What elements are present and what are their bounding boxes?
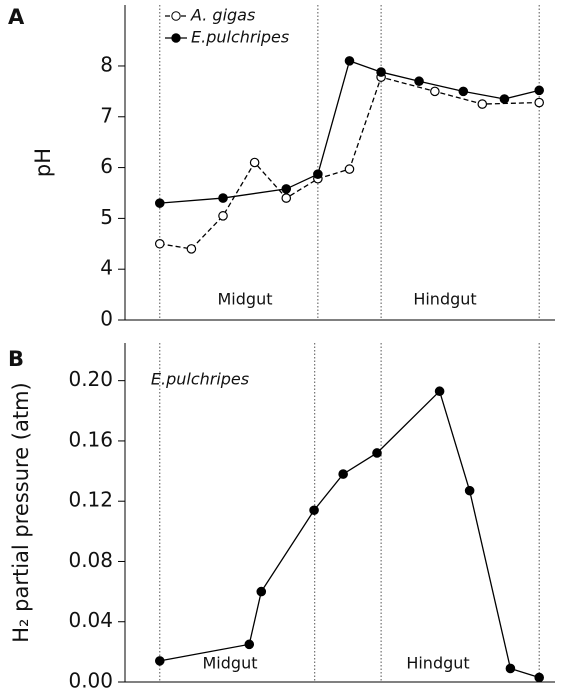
region-label: Hindgut: [413, 290, 476, 309]
data-point: [338, 469, 348, 479]
region-label: Hindgut: [406, 654, 469, 673]
data-point: [154, 198, 165, 208]
legend-label: A. gigas: [190, 6, 255, 25]
y-tick-label: 0.04: [68, 608, 113, 632]
series-line: [159, 60, 540, 204]
y-tick-label: 0.16: [68, 427, 113, 451]
data-point: [186, 244, 197, 254]
legend-marker: [171, 33, 181, 43]
data-point: [249, 157, 260, 168]
data-point: [309, 505, 319, 516]
data-point: [281, 184, 292, 194]
data-point: [154, 238, 165, 249]
y-tick-label: 5: [100, 205, 113, 229]
panel-label: B: [8, 347, 24, 371]
data-point: [414, 76, 424, 87]
data-point: [505, 663, 516, 674]
series-line: [159, 389, 540, 679]
y-tick-label: 0.08: [68, 548, 113, 572]
data-point: [430, 86, 440, 97]
data-point: [244, 639, 255, 650]
y-tick-label: 0: [100, 307, 113, 331]
y-tick-label: 6: [100, 154, 113, 178]
legend-label: E.pulchripes: [191, 28, 289, 47]
data-point: [218, 211, 228, 221]
region-label: Midgut: [203, 654, 258, 673]
data-point: [534, 97, 544, 108]
data-point: [434, 386, 445, 397]
y-tick-label: 0.12: [68, 488, 113, 512]
data-point: [256, 586, 267, 597]
data-point: [218, 193, 228, 203]
data-point: [344, 56, 355, 66]
data-point: [477, 99, 488, 109]
y-tick-label: 0.20: [68, 367, 113, 391]
panel-label: A: [8, 5, 25, 29]
data-point: [464, 485, 475, 496]
data-point: [313, 169, 323, 179]
y-axis-label: pH: [31, 148, 55, 177]
y-axis-label: H₂ partial pressure (atm): [9, 382, 33, 643]
data-point: [281, 193, 292, 203]
legend-marker: [171, 11, 181, 21]
data-point: [154, 656, 165, 666]
data-point: [372, 448, 382, 458]
data-point: [534, 85, 544, 96]
y-tick-label: 8: [100, 52, 113, 76]
data-point: [534, 672, 544, 683]
data-point: [499, 94, 510, 104]
data-point: [458, 86, 469, 97]
data-point: [344, 164, 355, 174]
region-label: E.pulchripes: [151, 370, 249, 389]
y-tick-label: 7: [100, 103, 113, 127]
y-tick-label: 0.00: [68, 669, 113, 689]
y-tick-label: 4: [100, 256, 113, 280]
data-point: [376, 67, 386, 77]
region-label: Midgut: [218, 290, 273, 309]
